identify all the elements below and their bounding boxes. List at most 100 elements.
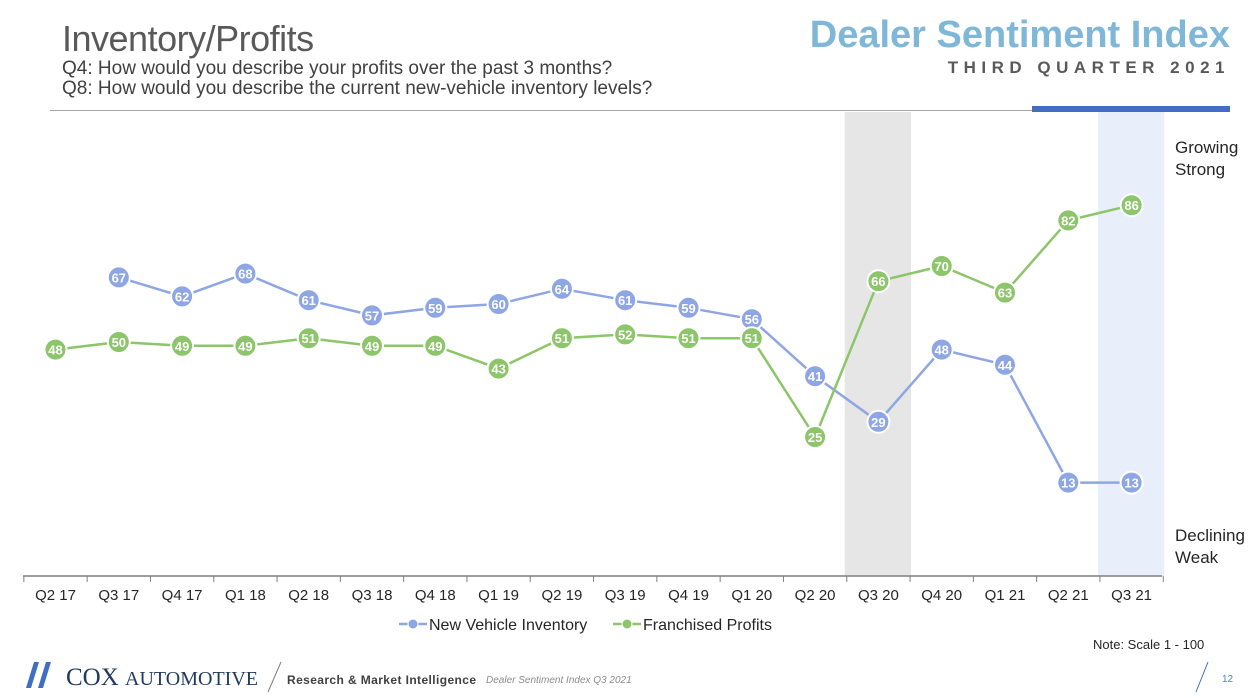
data-label-profits: 66 — [871, 274, 885, 289]
data-point-inventory — [106, 265, 131, 290]
brand-subtitle: THIRD QUARTER 2021 — [947, 58, 1230, 77]
data-point-profits — [676, 326, 701, 351]
page-title: Inventory/Profits — [62, 18, 314, 59]
data-point-profits — [929, 254, 954, 278]
data-label-profits: 49 — [175, 339, 189, 354]
data-point-inventory — [993, 352, 1017, 377]
series-line-profits — [55, 203, 1132, 439]
x-tick-label: Q4 17 — [162, 587, 203, 604]
header-divider — [50, 110, 1230, 111]
data-point-profits — [296, 326, 321, 351]
x-tick-label: Q3 20 — [858, 587, 899, 604]
brand-title: Dealer Sentiment Index — [809, 14, 1230, 56]
data-label-inventory: 68 — [238, 267, 252, 282]
scale-bottom-label: Weak — [1175, 548, 1219, 567]
legend-marker — [621, 618, 633, 630]
data-label-profits: 49 — [238, 339, 252, 354]
question-q4: Q4: How would you describe your profits … — [62, 58, 613, 79]
data-label-profits: 86 — [1124, 198, 1138, 213]
footer-research-label: Research & Market Intelligence — [287, 673, 477, 687]
data-label-profits: 82 — [1061, 213, 1075, 228]
x-tick-label: Q3 18 — [352, 587, 393, 604]
data-point-inventory — [486, 292, 511, 316]
data-point-profits — [233, 333, 258, 358]
data-point-profits — [993, 280, 1017, 305]
data-point-inventory — [1056, 470, 1081, 495]
x-tick-label: Q2 20 — [795, 587, 836, 604]
legend-label: Franchised Profits — [643, 617, 772, 634]
data-label-inventory: 67 — [112, 270, 126, 285]
logo-cox: COX — [66, 664, 119, 691]
data-label-profits: 63 — [998, 286, 1012, 301]
question-q8: Q8: How would you describe the current n… — [62, 78, 653, 99]
scale-top-label: Growing — [1175, 138, 1238, 157]
data-label-inventory: 13 — [1061, 476, 1075, 491]
data-point-inventory — [613, 288, 638, 313]
highlight-band-q3-21 — [1097, 112, 1165, 576]
data-point-inventory — [866, 409, 891, 434]
data-label-inventory: 64 — [555, 282, 570, 297]
data-label-profits: 49 — [365, 339, 379, 354]
data-point-inventory — [233, 261, 258, 286]
data-label-profits: 25 — [808, 430, 822, 445]
data-label-inventory: 57 — [365, 308, 379, 323]
data-point-profits — [170, 333, 195, 358]
data-point-inventory — [549, 276, 574, 301]
data-point-profits — [803, 425, 828, 449]
x-tick-label: Q4 20 — [921, 587, 962, 604]
data-label-inventory: 59 — [681, 301, 695, 316]
data-label-inventory: 48 — [934, 343, 948, 358]
data-point-profits — [739, 326, 764, 351]
data-point-inventory — [170, 284, 195, 309]
data-point-profits — [360, 333, 384, 358]
data-label-inventory: 61 — [301, 293, 315, 308]
x-tick-label: Q2 19 — [541, 587, 582, 604]
data-point-profits — [423, 333, 448, 358]
x-tick-label: Q4 19 — [668, 587, 709, 604]
x-tick-label: Q3 19 — [605, 587, 646, 604]
legend-marker — [407, 618, 419, 630]
data-point-inventory — [360, 303, 384, 328]
data-point-profits — [106, 330, 131, 354]
data-label-profits: 49 — [428, 339, 442, 354]
data-point-inventory — [296, 288, 321, 313]
x-tick-label: Q1 19 — [478, 587, 519, 604]
scale-note: Note: Scale 1 - 100 — [1093, 637, 1205, 652]
data-label-profits: 52 — [618, 327, 632, 342]
data-point-inventory — [676, 295, 701, 320]
data-point-profits — [549, 326, 574, 351]
data-label-profits: 51 — [301, 331, 315, 346]
data-label-inventory: 44 — [998, 358, 1013, 373]
x-tick-label: Q2 18 — [288, 587, 329, 604]
data-point-profits — [486, 356, 511, 381]
data-label-inventory: 56 — [745, 312, 759, 327]
data-label-profits: 70 — [934, 259, 948, 274]
data-label-profits: 51 — [555, 331, 569, 346]
x-tick-label: Q1 20 — [731, 587, 772, 604]
page-slash-divider — [1195, 661, 1209, 693]
data-label-inventory: 60 — [491, 297, 505, 312]
data-point-inventory — [929, 337, 954, 362]
data-label-profits: 51 — [745, 331, 759, 346]
data-point-profits — [613, 322, 638, 347]
data-label-inventory: 61 — [618, 293, 632, 308]
footer-report-label: Dealer Sentiment Index Q3 2021 — [486, 675, 632, 686]
data-label-profits: 48 — [48, 343, 62, 358]
data-label-inventory: 62 — [175, 289, 189, 304]
scale-top-label: Strong — [1175, 160, 1225, 179]
data-point-profits — [43, 337, 68, 362]
data-point-inventory — [803, 364, 828, 389]
x-tick-label: Q1 21 — [985, 587, 1026, 604]
line-chart: Q2 17 Q3 17 Q4 17 Q1 18 Q2 18 Q3 18 Q4 18 Q1 19… — [23, 112, 1245, 634]
data-point-profits — [1056, 208, 1081, 233]
data-label-inventory: 13 — [1124, 476, 1138, 491]
data-label-profits: 51 — [681, 331, 695, 346]
x-tick-label: Q2 17 — [35, 587, 76, 604]
data-label-inventory: 29 — [871, 415, 885, 430]
x-tick-label: Q4 18 — [415, 587, 456, 604]
data-point-profits — [1119, 193, 1144, 218]
data-point-profits — [866, 269, 891, 294]
data-label-profits: 50 — [112, 335, 126, 350]
legend-label: New Vehicle Inventory — [429, 617, 587, 634]
x-tick-label: Q1 18 — [225, 587, 266, 604]
